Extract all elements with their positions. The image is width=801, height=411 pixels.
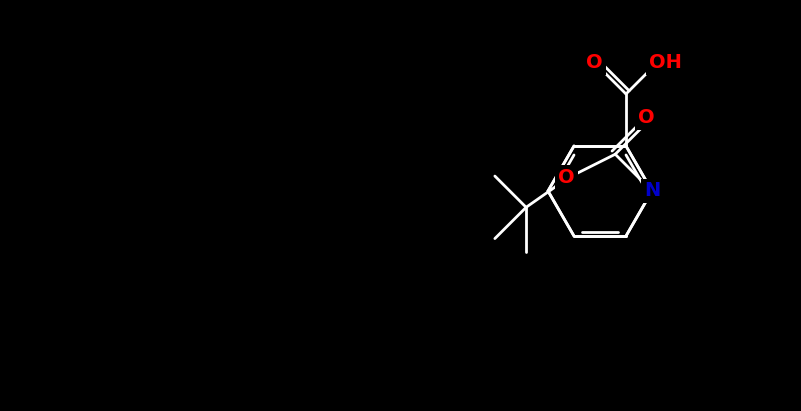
Text: O: O — [586, 53, 603, 72]
Text: OH: OH — [649, 53, 682, 72]
Text: O: O — [638, 109, 654, 127]
Text: N: N — [644, 182, 660, 201]
Text: O: O — [558, 168, 575, 187]
